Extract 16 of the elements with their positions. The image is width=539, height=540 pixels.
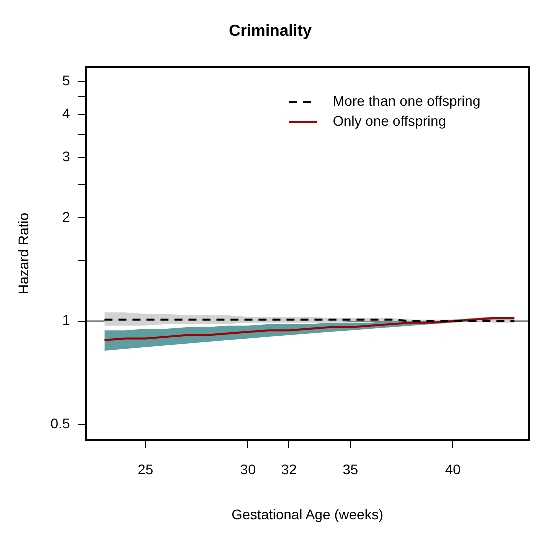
y-axis-title: Hazard Ratio	[15, 212, 32, 295]
y-tick-label: 0.5	[50, 416, 70, 432]
legend-label: More than one offspring	[333, 93, 481, 110]
legend-label: Only one offspring	[333, 113, 446, 130]
x-axis-title: Gestational Age (weeks)	[232, 506, 384, 522]
y-tick-label: 2	[62, 208, 70, 225]
y-tick-label: 3	[62, 148, 70, 164]
y-tick-label: 4	[62, 106, 70, 122]
x-tick-label: 40	[445, 462, 462, 478]
x-tick-label: 30	[240, 462, 256, 478]
y-tick-label: 5	[62, 72, 70, 88]
x-tick-label: 35	[342, 462, 359, 478]
x-tick-label: 32	[281, 462, 298, 478]
x-tick-label: 25	[138, 462, 154, 478]
y-tick-label: 1	[62, 312, 70, 328]
chart-title: Criminality	[229, 23, 312, 40]
